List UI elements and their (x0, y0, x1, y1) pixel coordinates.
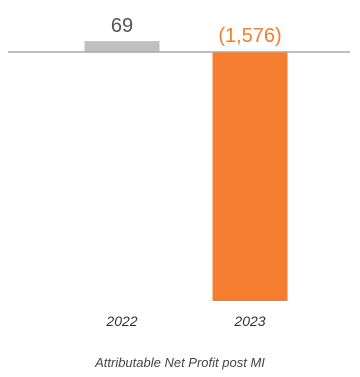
bar-2022 (84, 41, 160, 52)
labels-layer: 69 (1,576) (111, 15, 282, 47)
x-axis-ticks: 2022 2023 (105, 313, 265, 329)
bar-2023 (212, 52, 288, 301)
x-tick-label-2022: 2022 (105, 313, 137, 329)
chart-caption: Attributable Net Profit post MI (95, 355, 265, 370)
bars-layer (84, 41, 288, 301)
value-label-2023: (1,576) (218, 25, 281, 47)
value-label-2022: 69 (111, 15, 133, 37)
x-tick-label-2023: 2023 (233, 313, 265, 329)
